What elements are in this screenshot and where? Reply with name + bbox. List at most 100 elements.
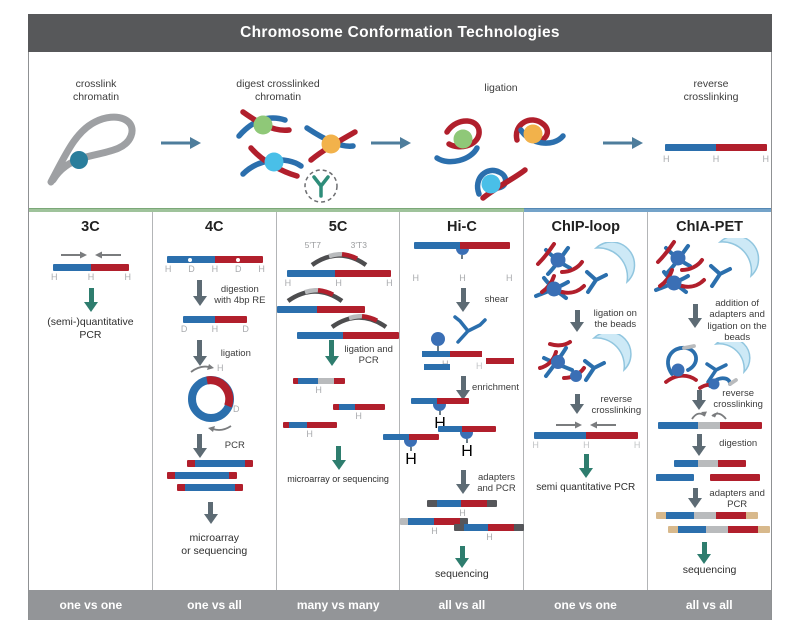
comparison-footer: one vs one one vs all many vs many all v… [29,590,771,620]
mode-label-chia: all vs all [685,598,733,612]
step-label: digestion with 4bp RE [214,284,266,307]
hybrid-dna-bar [286,270,391,277]
step-label: digestion [719,438,758,449]
ligated-loops-on-bead-illustration [664,342,751,390]
column-5c: 5C 5'T7 3'T3 H H H [276,212,401,590]
adapter-arc-icon [310,252,367,267]
method-columns: 3C H H H (semi-)quantitative PCR 4C [29,212,771,590]
divider-blue-chip-chia [523,208,771,212]
step-label: adapters and PCR [709,488,765,511]
restriction-site-labels: H D H D H [164,264,265,274]
down-arrow-icon [456,470,471,494]
antibody-icon [709,264,733,288]
pcr-product-bar [166,472,237,479]
cut-site-dot [187,257,192,262]
cut-site-dot [235,257,240,262]
down-arrow-icon [579,454,594,478]
down-arrow-icon [688,304,703,328]
column-title: Hi-C [446,219,477,235]
column-title: 4C [204,219,224,235]
linker-dna-bar [658,422,763,429]
readout-label: microarray or sequencing [181,532,248,558]
ligated-loops-illustration [434,117,566,201]
antibody-icon [585,270,609,294]
primer-arrows-icon [556,421,617,429]
down-arrow-icon [331,446,346,470]
column-title: 5C [328,219,348,235]
ligation-product: H [282,422,337,439]
down-arrow-icon [192,434,207,458]
adapter-arc-icon [286,288,343,303]
restriction-site-labels: D H D [180,324,249,334]
adapter-ligated-fragment: H [427,500,498,518]
overview-workflow: crosslink chromatin digest crosslinked c… [29,52,771,208]
down-arrow-icon [692,390,707,410]
readout-label: (semi-)quantitative PCR [47,316,134,342]
flow-arrow-icon [371,137,411,149]
down-arrow-icon [688,488,703,508]
down-arrow-icon [456,288,471,312]
mode-label-5c: many vs many [296,598,380,612]
step-label: reverse crosslinking [713,388,763,411]
svg-text:H: H [476,361,483,371]
mode-label-3c: one vs one [59,598,123,612]
pulldown-fragment: H [437,426,496,461]
column-title: ChIP-loop [551,219,620,235]
restriction-site-labels: H H H [412,273,513,283]
divider-green-3c-hic [29,208,524,212]
step-label: PCR [224,440,245,451]
adapter-ligated-fragment: H [400,518,469,536]
figure-title: Chromosome Conformation Technologies [240,24,560,41]
hybrid-dna-bar [166,256,263,263]
primer-arrows-icon [61,251,121,259]
linker-dna-bar [674,460,747,467]
column-title: ChIA-PET [676,219,743,235]
sheared-fragments-illustration: H H [422,315,515,371]
bead-icon [594,242,636,285]
down-arrow-icon [692,434,707,456]
column-3c: 3C H H H (semi-)quantitative PCR [29,212,153,590]
down-arrow-icon [570,394,585,414]
down-arrow-icon [203,502,218,524]
bead-icon [717,238,760,279]
circularized-dna-illustration: H D [187,363,240,432]
flow-arrow-icon [603,137,643,149]
down-arrow-icon [324,340,339,366]
hybrid-dna-bar [53,264,129,271]
biotin-labeled-bar [414,242,511,259]
adapter-arc-icon [330,314,387,329]
mode-label-4c: one vs all [187,598,242,612]
restriction-site-labels: H H H [532,440,641,450]
step-label: ligation on the beads [593,308,637,331]
column-chia-pet: ChIA-PET addi [648,212,771,590]
figure-title-bar: Chromosome Conformation Technologies [28,14,772,52]
step-label: ligation and PCR [344,344,393,367]
antibody-icon [705,362,728,384]
digested-fragments-illustration [236,109,358,203]
section-divider [29,208,771,212]
ligation-product: H [332,404,385,421]
adapter-label-5t7: 5'T7 [304,240,321,250]
reverse-step-label: reverse crosslinking [683,78,739,103]
step-label: ligation [220,348,251,359]
restriction-site-labels: H H H [663,154,769,164]
column-hic: Hi-C H H H shear H H [382,212,525,590]
chip-complexes-illustration [534,242,636,300]
bead-icon [592,334,632,373]
ring-label-h: H [217,363,224,373]
adapter-label-3t3: 3'T3 [350,240,367,250]
readout-label: sequencing [435,568,489,580]
digest-step-label: digest crosslinked chromatin [236,78,320,103]
step-label: addition of adapters and ligation on the… [707,298,767,344]
pcr-product-bar [176,484,243,491]
ligation-step-label: ligation [484,82,518,94]
hybrid-dna-bar [276,306,365,313]
flow-arrow-icon [161,137,201,149]
ligated-on-bead-illustration [538,334,632,382]
down-arrow-icon [455,546,470,568]
restriction-site-labels: H H H [51,272,131,282]
dna-fragment-bar [710,474,761,481]
digested-dna-bar [182,316,247,323]
figure-body: crosslink chromatin digest crosslinked c… [28,52,772,620]
hybrid-dna-bar [534,432,639,439]
